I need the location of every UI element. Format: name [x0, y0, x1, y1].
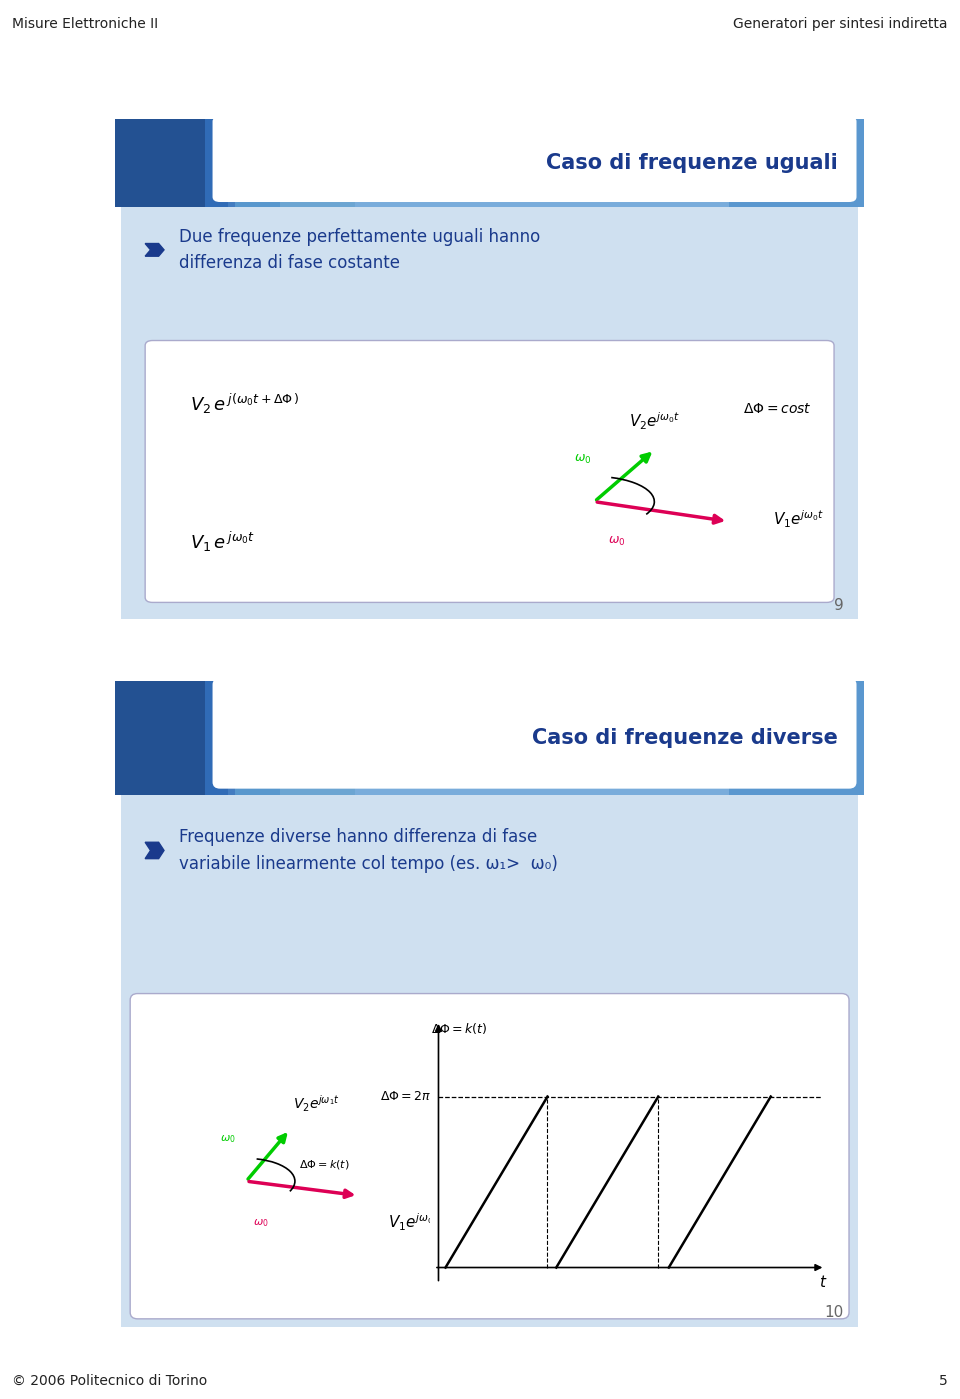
Text: $\Delta\Phi=k(t)$: $\Delta\Phi=k(t)$	[299, 1158, 349, 1171]
Bar	[228, 681, 864, 795]
Bar	[115, 119, 205, 207]
Text: © 2006 Politecnico di Torino: © 2006 Politecnico di Torino	[12, 1374, 207, 1388]
Text: Misure Elettroniche II: Misure Elettroniche II	[12, 17, 158, 31]
Text: $t$: $t$	[819, 1274, 828, 1290]
Text: $\Delta\Phi=cost$: $\Delta\Phi=cost$	[743, 402, 811, 416]
Bar	[235, 119, 280, 207]
Text: $V_2 e^{j\omega_0 t}$: $V_2 e^{j\omega_0 t}$	[629, 411, 681, 432]
Bar	[115, 681, 864, 795]
Text: $V_1\, e^{\,j\omega_0 t}$: $V_1\, e^{\,j\omega_0 t}$	[190, 530, 255, 554]
FancyBboxPatch shape	[212, 116, 856, 201]
Text: $V_2 e^{j\omega_1 t}$: $V_2 e^{j\omega_1 t}$	[294, 1093, 340, 1114]
Bar	[280, 119, 355, 207]
Bar	[228, 119, 864, 207]
Bar	[205, 119, 235, 207]
FancyBboxPatch shape	[109, 115, 870, 627]
Text: Generatori per sintesi indiretta: Generatori per sintesi indiretta	[733, 17, 948, 31]
FancyBboxPatch shape	[109, 676, 870, 1337]
Text: Caso di frequenze uguali: Caso di frequenze uguali	[546, 152, 838, 173]
Text: $V_1 e^{j\omega_0 t}$: $V_1 e^{j\omega_0 t}$	[773, 508, 825, 529]
Bar	[235, 681, 280, 795]
Bar	[280, 681, 355, 795]
Text: 9: 9	[834, 599, 844, 614]
FancyBboxPatch shape	[131, 993, 849, 1319]
Text: $\Delta\Phi=k(t)$: $\Delta\Phi=k(t)$	[431, 1021, 488, 1037]
Polygon shape	[145, 842, 164, 859]
Bar	[115, 119, 864, 207]
Bar	[205, 681, 235, 795]
FancyBboxPatch shape	[212, 679, 856, 789]
Text: $V_2\, e^{\,j(\omega_0 t+\Delta\Phi\,)}$: $V_2\, e^{\,j(\omega_0 t+\Delta\Phi\,)}$	[190, 392, 300, 416]
Text: 5: 5	[939, 1374, 948, 1388]
Text: Due frequenze perfettamente uguali hanno
differenza di fase costante: Due frequenze perfettamente uguali hanno…	[179, 228, 540, 271]
Text: Frequenze diverse hanno differenza di fase
variabile linearmente col tempo (es. : Frequenze diverse hanno differenza di fa…	[179, 828, 558, 873]
Text: 10: 10	[825, 1305, 844, 1321]
Text: $\omega_0$: $\omega_0$	[574, 453, 592, 466]
Bar	[115, 681, 205, 795]
Polygon shape	[145, 243, 164, 256]
Text: $V_1 e^{j\omega_0 t}$: $V_1 e^{j\omega_0 t}$	[388, 1212, 440, 1233]
Text: $\Delta\Phi=2\pi$: $\Delta\Phi=2\pi$	[380, 1090, 431, 1102]
Text: $\omega_0$: $\omega_0$	[220, 1133, 235, 1146]
Bar	[355, 119, 730, 207]
Text: Caso di frequenze diverse: Caso di frequenze diverse	[532, 729, 838, 748]
Text: $\omega_0$: $\omega_0$	[609, 534, 626, 547]
Text: $\omega_0$: $\omega_0$	[253, 1217, 269, 1228]
Bar	[355, 681, 730, 795]
FancyBboxPatch shape	[145, 340, 834, 603]
